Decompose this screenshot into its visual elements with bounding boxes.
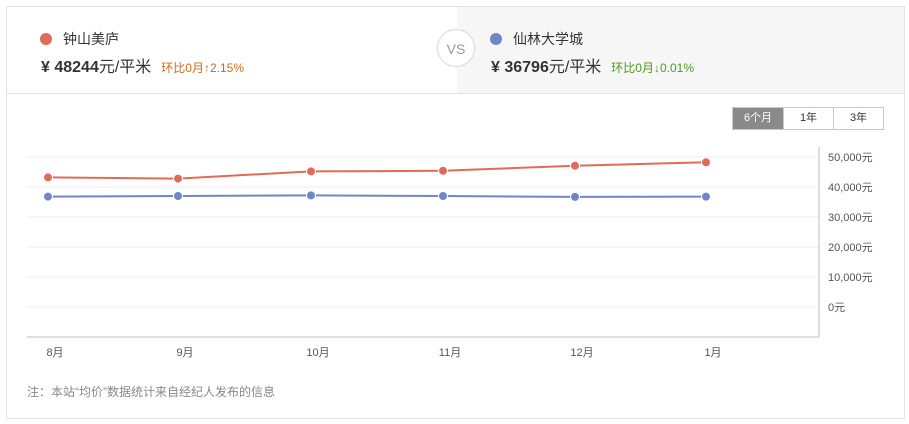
price-unit: 元/平米 [548, 59, 602, 76]
series-dot-icon [40, 33, 52, 45]
y-tick-label: 30,000元 [828, 212, 873, 224]
price-compare-card: 钟山美庐 ¥ 48244元/平米 环比0月↑2.15% 仙林大学城 ¥ 36796… [6, 6, 905, 419]
community-name: 钟山美庐 [63, 31, 119, 47]
avg-price: ¥ 48244 [41, 59, 99, 76]
x-tick-label: 10月 [306, 347, 329, 359]
data-point [570, 160, 580, 171]
compare-header: 钟山美庐 ¥ 48244元/平米 环比0月↑2.15% 仙林大学城 ¥ 36796… [7, 7, 904, 94]
data-point [173, 191, 183, 201]
price-trend-chart: 50,000元 40,000元 30,000元 20,000元 10,000元 0元 8月 9… [27, 147, 873, 359]
y-tick-label: 20,000元 [828, 242, 873, 254]
x-tick-label: 12月 [570, 347, 593, 359]
x-tick-label: 11月 [439, 347, 461, 359]
x-tick-label: 9月 [176, 347, 193, 359]
range-switcher: 6个月 1年 3年 [732, 107, 884, 130]
community-left[interactable]: 钟山美庐 ¥ 48244元/平米 环比0月↑2.15% [7, 7, 457, 93]
series-line [47, 194, 707, 198]
right-panel-bg [457, 7, 904, 93]
y-tick-label: 0元 [828, 302, 845, 314]
price-line: ¥ 48244元/平米 环比0月↑2.15% [41, 53, 244, 77]
price-change: 环比0月↑2.15% [161, 61, 244, 75]
data-point [701, 191, 711, 202]
price-line: ¥ 36796元/平米 环比0月↓0.01% [491, 53, 694, 77]
community-name: 仙林大学城 [513, 31, 583, 47]
vs-badge: VS [437, 29, 475, 67]
range-1-year-button[interactable]: 1年 [783, 108, 833, 129]
y-tick-label: 40,000元 [828, 182, 873, 194]
data-point [570, 191, 580, 202]
community-right[interactable]: 仙林大学城 ¥ 36796元/平米 环比0月↓0.01% [457, 7, 904, 93]
range-3-years-button[interactable]: 3年 [833, 108, 883, 129]
y-tick-label: 50,000元 [828, 152, 873, 164]
data-point [43, 172, 53, 183]
data-point [701, 157, 711, 168]
series-dot-icon [490, 33, 502, 45]
x-tick-label: 1月 [704, 347, 721, 359]
data-point [173, 173, 183, 184]
price-change: 环比0月↓0.01% [611, 61, 694, 75]
data-point [306, 166, 316, 177]
data-point [43, 191, 53, 202]
data-point [438, 191, 448, 201]
range-6-months-button[interactable]: 6个月 [733, 108, 783, 129]
x-tick-label: 8月 [46, 347, 63, 359]
avg-price: ¥ 36796 [491, 59, 549, 76]
data-point [306, 190, 316, 201]
series-line [47, 161, 707, 180]
price-unit: 元/平米 [98, 59, 152, 76]
data-point [438, 165, 448, 176]
y-tick-label: 10,000元 [828, 272, 873, 284]
footnote: 注：本站“均价”数据统计来自经纪人发布的信息 [27, 385, 275, 399]
